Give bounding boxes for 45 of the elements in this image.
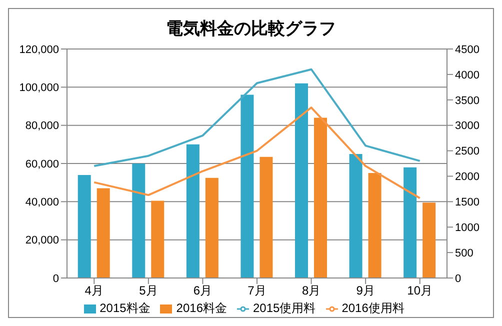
y-tick-label: 40,000	[25, 196, 59, 209]
y2-tick-label: 1000	[455, 222, 480, 234]
x-tick-label: 7月	[248, 284, 266, 298]
y2-tick-label: 3500	[455, 94, 480, 107]
y-tick-label: 120,000	[19, 44, 59, 56]
legend-label: 2016使用料	[342, 301, 404, 315]
y2-tick-label: 3000	[455, 120, 480, 132]
bar	[295, 83, 308, 278]
y-tick-label: 100,000	[19, 82, 59, 94]
bar	[132, 164, 146, 278]
legend-label: 2015使用料	[253, 301, 316, 315]
chart-title: 電気料金の比較グラフ	[165, 18, 337, 40]
line-series	[93, 68, 421, 168]
x-tick-label: 9月	[356, 284, 375, 298]
y-tick-label: 20,000	[25, 234, 59, 247]
bar	[186, 144, 200, 278]
bar	[78, 174, 91, 278]
bar	[96, 188, 110, 278]
bar	[151, 200, 164, 278]
y2-tick-label: 0	[455, 272, 462, 285]
bar	[314, 118, 327, 278]
bar	[205, 178, 218, 278]
x-tick-label: 8月	[302, 284, 321, 298]
bar	[260, 156, 273, 278]
y-tick-label: 60,000	[25, 158, 59, 170]
y2-tick-label: 4500	[455, 44, 480, 56]
bar	[404, 167, 417, 278]
y2-tick-label: 2000	[455, 171, 480, 184]
x-tick-label: 4月	[84, 284, 104, 298]
x-tick-label: 10月	[407, 284, 433, 298]
bar	[240, 94, 254, 278]
x-tick-label: 6月	[193, 284, 212, 298]
y2-tick-label: 1500	[455, 196, 480, 209]
bar	[368, 173, 382, 278]
y2-tick-label: 2500	[455, 146, 480, 158]
y2-tick-label: 4000	[455, 69, 480, 82]
bar	[349, 154, 362, 278]
x-tick-label: 5月	[139, 284, 158, 298]
y-tick-label: 0	[52, 272, 59, 285]
legend-label: 2015料金	[100, 301, 150, 315]
line-series	[93, 106, 421, 200]
legend-label: 2016料金	[176, 301, 227, 315]
y-tick-label: 80,000	[25, 120, 59, 132]
bar	[422, 202, 436, 278]
y2-tick-label: 500	[455, 247, 474, 260]
